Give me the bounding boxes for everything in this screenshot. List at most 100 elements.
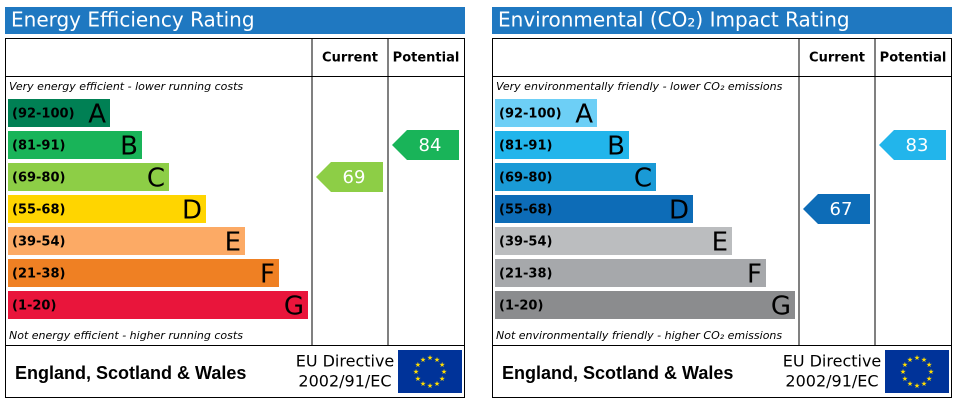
column-header: Current xyxy=(322,51,378,66)
eu-star: ★ xyxy=(427,354,433,362)
rating-value: 67 xyxy=(830,199,853,220)
band-range: (1-20) xyxy=(499,299,543,314)
eu-flag xyxy=(885,350,949,393)
title-bar xyxy=(492,7,952,34)
band-bar xyxy=(8,163,169,191)
band-letter: B xyxy=(607,132,625,162)
band-range: (39-54) xyxy=(12,235,65,250)
eu-star: ★ xyxy=(415,375,421,383)
band-range: (55-68) xyxy=(499,203,552,218)
epc-panel: Environmental (CO₂) Impact Rating Current… xyxy=(492,7,952,398)
eu-star: ★ xyxy=(434,380,440,388)
band-letter: D xyxy=(669,196,689,226)
band-letter: A xyxy=(575,100,593,130)
band-letter: F xyxy=(747,260,762,290)
eu-star: ★ xyxy=(900,368,906,376)
bottom-note: Not energy efficient - higher running co… xyxy=(9,329,243,342)
band-bar xyxy=(8,131,142,159)
directive: EU Directive xyxy=(296,352,395,371)
eu-star: ★ xyxy=(420,380,426,388)
eu-flag xyxy=(398,350,462,393)
band-range: (55-68) xyxy=(12,203,65,218)
rating-value: 83 xyxy=(906,135,929,156)
eu-star: ★ xyxy=(413,368,419,376)
band-range: (21-38) xyxy=(12,267,65,282)
eu-star: ★ xyxy=(921,356,927,364)
directive: 2002/91/EC xyxy=(785,372,878,391)
band-range: (1-20) xyxy=(12,299,56,314)
top-note: Very environmentally friendly - lower CO… xyxy=(496,80,783,93)
band-bar xyxy=(8,99,110,127)
eu-star: ★ xyxy=(914,354,920,362)
band-bar xyxy=(495,195,693,223)
band-range: (69-80) xyxy=(499,171,552,186)
band-bar xyxy=(8,291,308,319)
band-letter: C xyxy=(147,164,165,194)
eu-star: ★ xyxy=(926,375,932,383)
eu-star: ★ xyxy=(914,382,920,390)
band-range: (21-38) xyxy=(499,267,552,282)
eu-star: ★ xyxy=(434,356,440,364)
rating-arrow xyxy=(879,130,946,160)
band-bar xyxy=(8,259,279,287)
rating-arrow xyxy=(316,162,383,192)
band-letter: A xyxy=(88,100,106,130)
directive: EU Directive xyxy=(783,352,882,371)
rating-value: 69 xyxy=(343,167,366,188)
band-bar xyxy=(495,259,766,287)
eu-star: ★ xyxy=(928,368,934,376)
eu-star: ★ xyxy=(441,368,447,376)
eu-star: ★ xyxy=(921,380,927,388)
band-letter: B xyxy=(120,132,138,162)
eu-star: ★ xyxy=(439,361,445,369)
rating-value: 84 xyxy=(419,135,442,156)
eu-star: ★ xyxy=(439,375,445,383)
region: England, Scotland & Wales xyxy=(15,363,246,383)
band-letter: C xyxy=(634,164,652,194)
band-bar xyxy=(495,163,656,191)
band-bar xyxy=(495,131,629,159)
band-bar xyxy=(8,227,245,255)
chart-title: Energy Efficiency Rating xyxy=(11,8,255,32)
bottom-note: Not environmentally friendly - higher CO… xyxy=(496,329,782,342)
eu-star: ★ xyxy=(420,356,426,364)
band-letter: F xyxy=(260,260,275,290)
rating-arrow xyxy=(392,130,459,160)
band-range: (81-91) xyxy=(499,139,552,154)
band-range: (92-100) xyxy=(12,107,75,122)
epc-panel: Energy Efficiency Rating Current Potential… xyxy=(5,7,465,398)
eu-star: ★ xyxy=(926,361,932,369)
band-letter: G xyxy=(771,292,791,322)
band-letter: G xyxy=(284,292,304,322)
frame xyxy=(492,38,952,398)
band-range: (92-100) xyxy=(499,107,562,122)
title-bar xyxy=(5,7,465,34)
band-letter: E xyxy=(712,228,728,258)
band-bar xyxy=(495,291,795,319)
eu-star: ★ xyxy=(907,380,913,388)
band-bar xyxy=(495,227,732,255)
eu-star: ★ xyxy=(907,356,913,364)
top-note: Very energy efficient - lower running co… xyxy=(9,80,243,93)
column-header: Potential xyxy=(393,51,460,66)
rating-arrow xyxy=(803,194,870,224)
eu-star: ★ xyxy=(415,361,421,369)
directive: 2002/91/EC xyxy=(298,372,391,391)
band-letter: E xyxy=(225,228,241,258)
column-header: Potential xyxy=(880,51,947,66)
band-range: (69-80) xyxy=(12,171,65,186)
band-range: (39-54) xyxy=(499,235,552,250)
eu-star: ★ xyxy=(902,375,908,383)
band-range: (81-91) xyxy=(12,139,65,154)
eu-star: ★ xyxy=(427,382,433,390)
chart-title: Environmental (CO₂) Impact Rating xyxy=(498,8,850,32)
column-header: Current xyxy=(809,51,865,66)
band-bar xyxy=(495,99,597,127)
region: England, Scotland & Wales xyxy=(502,363,733,383)
frame xyxy=(5,38,465,398)
eu-star: ★ xyxy=(902,361,908,369)
band-bar xyxy=(8,195,206,223)
band-letter: D xyxy=(182,196,202,226)
